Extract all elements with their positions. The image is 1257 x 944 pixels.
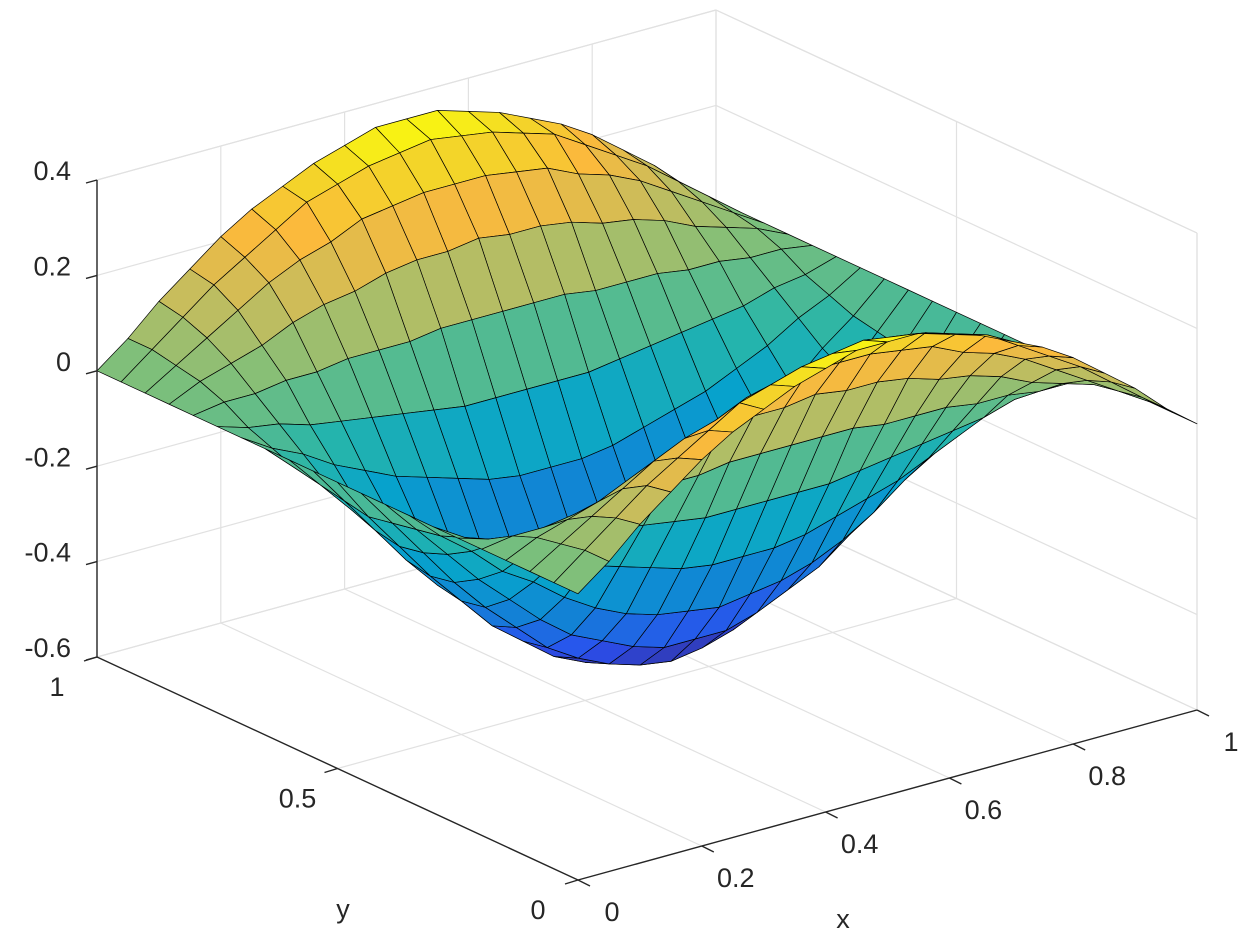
- z-tick-label: 0: [56, 347, 71, 377]
- y-axis-label: y: [336, 894, 350, 924]
- box-edge: [96, 9, 717, 181]
- x-tick-label: 0.8: [1088, 761, 1126, 791]
- grid-line: [337, 597, 957, 770]
- surface-cell: [553, 549, 610, 595]
- z-tick: [85, 560, 98, 566]
- x-tick: [825, 811, 838, 819]
- surface: [96, 109, 1198, 666]
- x-tick-label: 0.4: [841, 829, 879, 859]
- z-tick-label: 0.2: [33, 252, 71, 282]
- box-edge: [715, 9, 1198, 234]
- x-tick: [1196, 709, 1210, 717]
- z-tick: [85, 179, 98, 184]
- z-tick-label: -0.2: [24, 442, 71, 472]
- z-tick-label: -0.4: [24, 538, 71, 568]
- x-tick-label: 0.2: [717, 863, 755, 893]
- surface-cell: [1110, 381, 1167, 409]
- x-axis: [577, 709, 1198, 881]
- z-tick-label: -0.6: [24, 633, 71, 663]
- y-tick-label: 0.5: [279, 784, 317, 814]
- x-tick: [701, 845, 715, 853]
- z-tick-label: 0.4: [33, 156, 71, 186]
- y-tick-label: 1: [49, 672, 64, 702]
- z-tick: [85, 465, 98, 470]
- x-tick-label: 1: [1223, 727, 1238, 757]
- x-tick-label: 0: [604, 897, 619, 927]
- y-tick: [324, 767, 338, 774]
- x-tick-label: 0.6: [965, 795, 1003, 825]
- z-tick: [85, 274, 98, 280]
- axes-foreground: -0.6 -0.4 -0.2 0 0.2 0.4 0 0.5 1 0 0.2 0.4 0.6 0.8 1: [24, 156, 1238, 927]
- y-tick: [83, 656, 98, 662]
- y-tick-label: 0: [530, 895, 545, 925]
- x-axis-label: x: [836, 904, 850, 934]
- x-tick: [1072, 743, 1086, 751]
- z-tick: [85, 370, 98, 375]
- x-tick: [577, 879, 591, 887]
- x-tick: [949, 777, 962, 785]
- y-tick: [564, 879, 579, 885]
